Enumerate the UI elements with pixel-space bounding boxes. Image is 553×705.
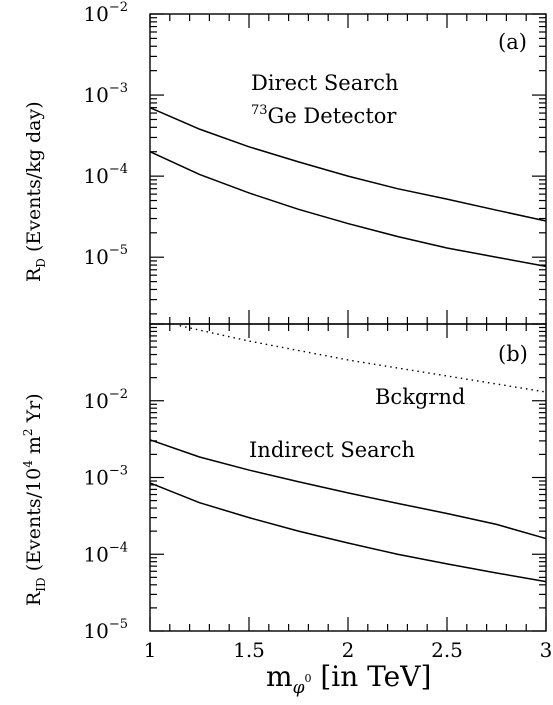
y-axis-label-a-rest: (Events/kg day) — [23, 101, 45, 258]
y-tick-label-exponent: −2 — [109, 0, 128, 15]
x-tick-label: 3 — [540, 638, 553, 662]
x-tick-label: 1 — [144, 638, 157, 662]
y-tick-label-base: 10 — [83, 2, 108, 26]
series-layer — [149, 106, 547, 583]
x-tick-label: 2.5 — [431, 638, 463, 662]
y-axis-label-a: RD (Events/kg day) — [23, 101, 48, 282]
y-tick-label-a: 10−5 — [83, 243, 128, 269]
y-tick-label-base: 10 — [83, 542, 108, 566]
labels-layer: 10−210−310−410−510−210−310−410−51 1.5 2 2.5… — [83, 0, 552, 662]
y-tick-label-base: 10 — [83, 619, 108, 643]
series-line-a-0 — [149, 106, 547, 222]
y-tick-label-base: 10 — [83, 389, 108, 413]
y-tick-label-b: 10−5 — [83, 617, 128, 643]
y-tick-label-base: 10 — [83, 466, 108, 490]
y-axis-label-b-rest3: Yr) — [23, 393, 45, 428]
series-line-b-1 — [149, 439, 547, 540]
y-tick-label-exponent: −4 — [109, 162, 128, 177]
panel-a-label: (a) — [498, 30, 527, 54]
y-axis-label-b-sup2: 2 — [21, 428, 35, 436]
y-axis-label-b-rest2: m — [23, 436, 45, 460]
y-tick-label-b: 10−3 — [83, 464, 128, 490]
x-tick-label: 1.5 — [233, 638, 265, 662]
annotation-ge-text: Ge Detector — [268, 104, 398, 128]
annotation-ge-superscript: 73 — [251, 103, 268, 118]
y-tick-label-exponent: −2 — [109, 387, 128, 402]
panel-b-label: (b) — [498, 342, 528, 366]
x-axis-label-rest: [in TeV] — [311, 660, 431, 693]
x-tick-label: 2 — [342, 638, 355, 662]
y-tick-label-exponent: −5 — [109, 617, 128, 632]
y-axis-label-b-rest: (Events/10 — [23, 468, 45, 578]
y-tick-label-b: 10−2 — [83, 387, 128, 413]
x-axis-label: mφ0 [in TeV] — [266, 660, 431, 698]
x-axis-label-sub: φ — [293, 678, 305, 698]
y-axis-label-b-sub: ID — [34, 577, 48, 591]
annotation-bckgrnd: Bckgrnd — [375, 385, 465, 409]
y-tick-label-exponent: −5 — [109, 243, 128, 258]
annotation-indirect-search: Indirect Search — [249, 438, 415, 462]
y-tick-label-exponent: −4 — [109, 540, 128, 555]
y-axis-label-b-main: R — [23, 591, 45, 606]
ticks-layer — [149, 13, 547, 632]
y-tick-label-base: 10 — [83, 164, 108, 188]
y-tick-label-exponent: −3 — [109, 81, 128, 96]
y-tick-label-b: 10−4 — [83, 540, 128, 566]
y-axis-label-a-main: R — [23, 267, 45, 282]
annotation-ge-detector: 73Ge Detector — [251, 103, 397, 128]
panel-a-frame — [149, 13, 547, 325]
series-line-a-1 — [149, 151, 547, 268]
y-tick-label-base: 10 — [83, 245, 108, 269]
y-tick-label-a: 10−4 — [83, 162, 128, 188]
y-tick-label-a: 10−3 — [83, 81, 128, 107]
y-tick-label-base: 10 — [83, 83, 108, 107]
panel-b-frame — [149, 323, 547, 632]
series-line-b-0 — [179, 325, 547, 393]
x-axis-label-main: m — [266, 660, 293, 693]
series-line-b-2 — [149, 482, 547, 583]
y-axis-label-b: RID (Events/104 m2 Yr) — [21, 393, 48, 606]
y-axis-label-a-sub: D — [34, 258, 48, 268]
y-tick-label-exponent: −3 — [109, 464, 128, 479]
y-axis-label-b-sup1: 4 — [21, 460, 35, 468]
annotation-direct-search: Direct Search — [251, 71, 399, 95]
y-tick-label-a: 10−2 — [83, 0, 128, 26]
x-axis-label-sup: 0 — [304, 672, 311, 685]
